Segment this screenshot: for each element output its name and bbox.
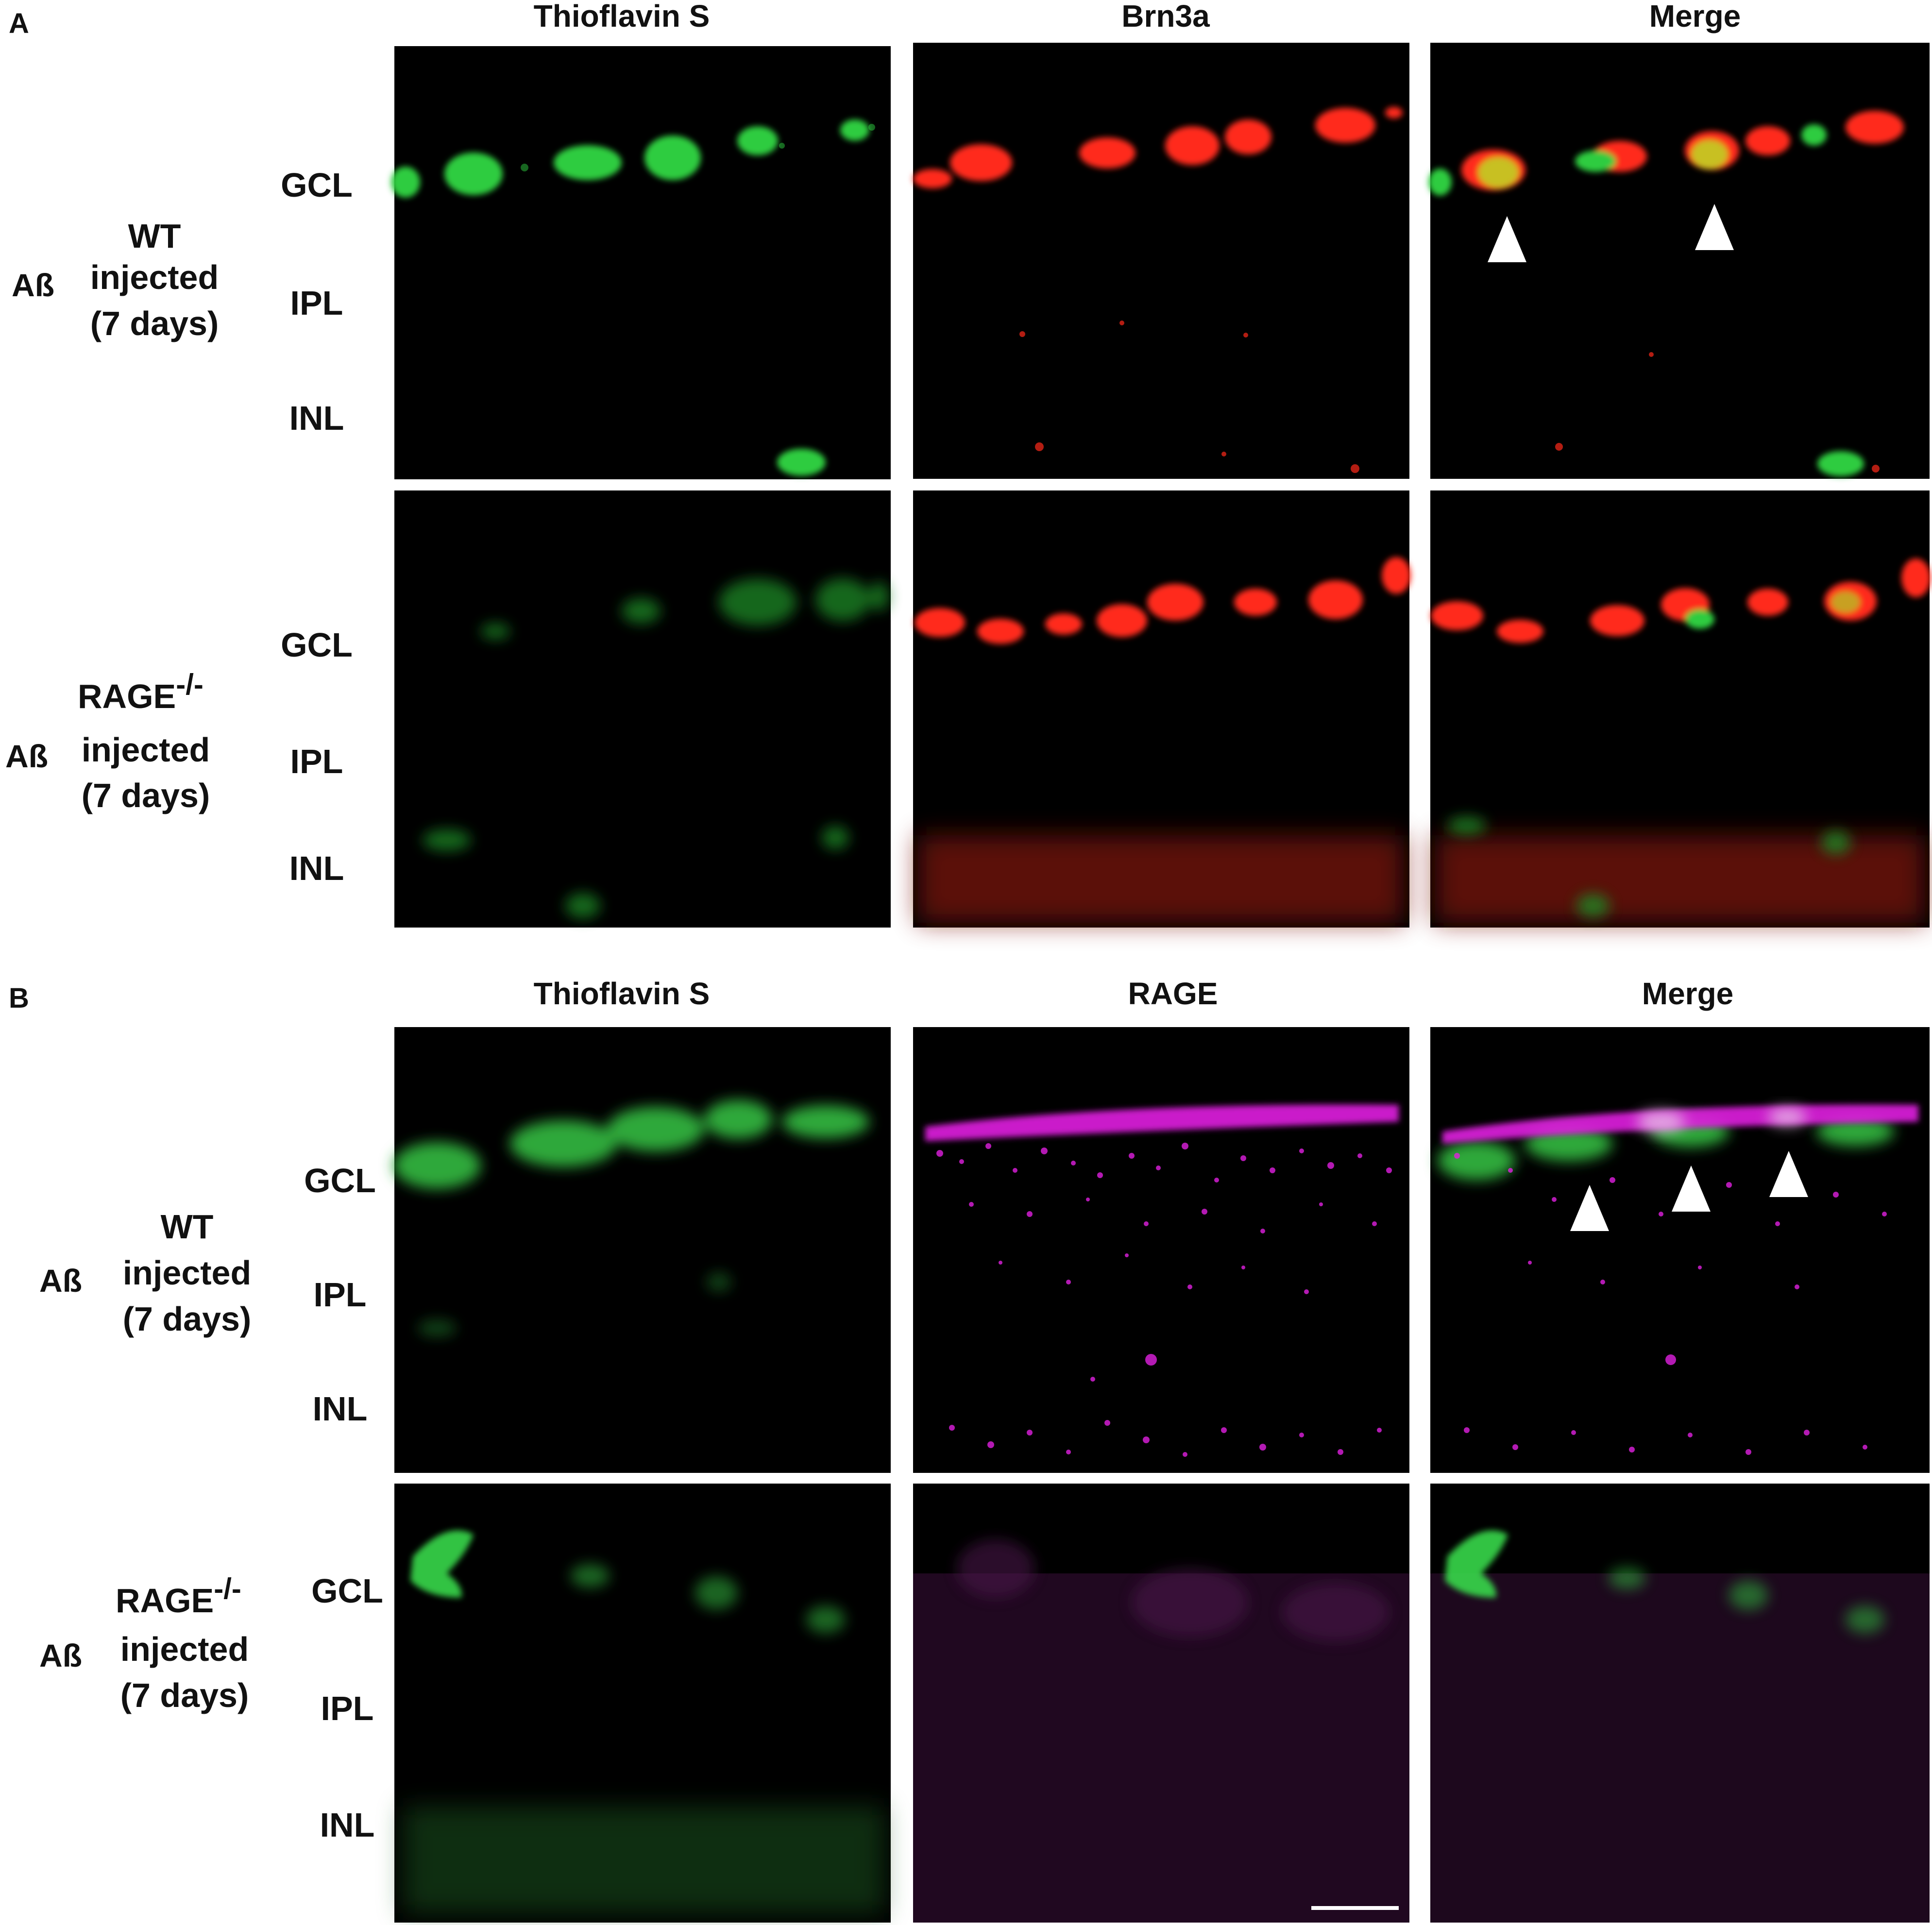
layer-label-gcl: GCL: [281, 166, 353, 204]
layer-label-inl: INL: [289, 399, 344, 437]
micrograph-b-rage-merge: [1430, 1484, 1930, 1923]
column-header-brn3a: Brn3a: [1121, 0, 1210, 34]
arrowhead-marker: [1769, 1151, 1808, 1197]
injected-label: injected: [82, 731, 210, 769]
micrograph-a-wt-brn3a: [913, 43, 1409, 479]
micrograph-a-wt-thioflavin: [391, 46, 891, 479]
micrograph-b-wt-merge: [1430, 1027, 1930, 1473]
genotype-label: WT: [128, 217, 181, 255]
duration-label: (7 days): [90, 304, 219, 342]
arrowhead-marker: [1488, 216, 1526, 262]
row-label-b-rage-ko: Aß RAGE-/- injected (7 days): [39, 1572, 249, 1714]
layer-label-inl: INL: [320, 1806, 375, 1844]
duration-label: (7 days): [123, 1300, 252, 1338]
row-label-a-rage-ko: Aß RAGE-/- injected (7 days): [5, 668, 210, 814]
panel-letter-a: A: [9, 8, 29, 39]
layer-label-gcl: GCL: [281, 626, 353, 664]
column-header-thioflavin-b: Thioflavin S: [534, 976, 710, 1011]
layer-label-ipl: IPL: [290, 743, 343, 780]
duration-label: (7 days): [82, 777, 210, 814]
layer-label-ipl: IPL: [290, 284, 343, 322]
scale-bar: [1311, 1906, 1399, 1910]
abeta-label: Aß: [39, 1638, 82, 1673]
genotype-label: RAGE-/-: [116, 1572, 241, 1620]
arrowhead-marker: [1695, 204, 1734, 250]
layer-label-inl: INL: [313, 1390, 368, 1428]
micrograph-a-rage-brn3a: [913, 490, 1411, 928]
abeta-label: Aß: [5, 738, 48, 774]
arrowhead-marker: [1570, 1185, 1609, 1231]
injected-label: injected: [120, 1630, 249, 1668]
micrograph-b-wt-rage: [913, 1027, 1409, 1473]
micrograph-b-wt-thioflavin: [393, 1027, 891, 1473]
column-header-thioflavin-a: Thioflavin S: [534, 0, 710, 34]
micrograph-a-wt-merge: [1428, 43, 1930, 479]
abeta-label: Aß: [12, 267, 54, 303]
genotype-label: RAGE-/-: [78, 668, 203, 715]
row-label-a-wt: Aß WT injected (7 days): [12, 217, 219, 342]
duration-label: (7 days): [120, 1676, 249, 1714]
micrograph-b-rage-rage: [913, 1484, 1409, 1923]
panel-letter-b: B: [9, 982, 29, 1014]
column-header-merge-a: Merge: [1649, 0, 1741, 34]
genotype-label: WT: [161, 1208, 214, 1246]
abeta-label: Aß: [39, 1263, 82, 1299]
layer-label-gcl: GCL: [311, 1572, 383, 1610]
injected-label: injected: [123, 1254, 252, 1292]
layer-label-ipl: IPL: [314, 1276, 367, 1314]
injected-label: injected: [90, 258, 219, 296]
micrograph-a-rage-thioflavin: [394, 490, 891, 928]
layer-label-inl: INL: [289, 849, 344, 887]
layer-label-gcl: GCL: [304, 1162, 376, 1199]
column-header-merge-b: Merge: [1642, 976, 1734, 1011]
arrowhead-marker: [1672, 1165, 1711, 1212]
layer-label-ipl: IPL: [321, 1689, 374, 1727]
column-header-rage: RAGE: [1128, 976, 1218, 1011]
row-label-b-wt: Aß WT injected (7 days): [39, 1208, 251, 1338]
micrograph-b-rage-thioflavin: [394, 1484, 891, 1923]
rage-puncta: [936, 1143, 1392, 1457]
micrograph-a-rage-merge: [1430, 490, 1931, 928]
